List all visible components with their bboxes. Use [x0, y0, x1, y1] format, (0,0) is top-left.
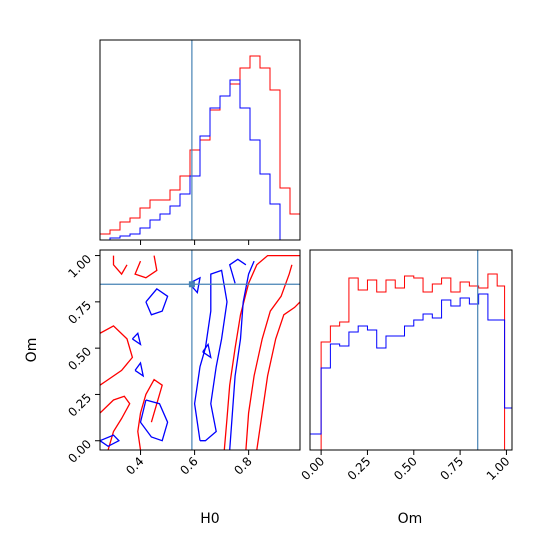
contour-blue-line: [145, 288, 169, 316]
histogram-Om-red-series: [310, 273, 512, 451]
contour-red-line: [112, 255, 128, 276]
contour-blue-line: [134, 361, 145, 378]
contour-blue-line: [100, 434, 120, 448]
contour-blue-line: [229, 260, 255, 450]
x-axis-label-Om: Om: [398, 511, 423, 527]
contour-red-line: [256, 301, 300, 450]
contour-red-line: [100, 325, 134, 386]
histogram-Om-blue-series: [309, 293, 513, 450]
contour-red-line: [100, 395, 131, 450]
contour-red-line: [137, 378, 163, 450]
histogram-Om-frame: [309, 249, 513, 451]
truth-marker: [188, 281, 195, 288]
contour-blue-line: [202, 342, 212, 359]
contour-blue-line: [193, 269, 228, 442]
contour-blue-line: [228, 258, 247, 284]
histogram-H0-marks: [99, 40, 301, 245]
histogram-H0-frame: [99, 39, 301, 241]
contour-red-line: [223, 254, 300, 450]
histogram-H0-panel: [99, 39, 301, 245]
contour-red-line: [245, 264, 293, 450]
contour-red-line: [134, 255, 158, 279]
contour-blue-line: [188, 276, 201, 295]
y-axis-label-Om: Om: [24, 338, 40, 363]
contour-lines: [100, 254, 300, 450]
x-axis-label-H0: H0: [200, 511, 219, 527]
contour-blue-line: [131, 331, 142, 346]
histogram-H0-blue-series: [100, 79, 300, 241]
contour-frame: [99, 249, 301, 451]
contour-blue-line: [139, 399, 169, 442]
